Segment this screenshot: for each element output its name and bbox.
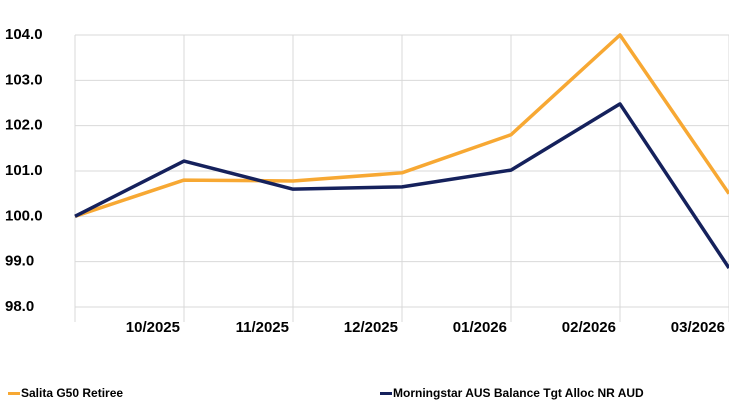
legend-swatch — [380, 392, 392, 395]
y-tick-label: 104.0 — [5, 26, 43, 43]
legend-label: Morningstar AUS Balance Tgt Alloc NR AUD — [393, 386, 644, 400]
x-tick-label: 01/2026 — [453, 319, 507, 336]
series-line — [74, 102, 729, 269]
series-line — [74, 33, 729, 218]
x-tick-label: 11/2025 — [236, 319, 289, 336]
x-tick-label: 10/2025 — [126, 319, 180, 336]
y-tick-label: 98.0 — [5, 298, 34, 315]
legend-label: Salita G50 Retiree — [21, 386, 123, 400]
x-tick-label: 03/2026 — [671, 319, 725, 336]
legend-swatch — [8, 392, 20, 395]
y-tick-label: 102.0 — [5, 117, 43, 134]
x-tick-label: 02/2026 — [562, 319, 616, 336]
x-tick-label: 12/2025 — [344, 319, 398, 336]
y-tick-label: 100.0 — [5, 207, 43, 224]
y-tick-label: 103.0 — [5, 71, 43, 88]
y-tick-label: 101.0 — [5, 162, 43, 179]
y-tick-label: 99.0 — [5, 253, 34, 270]
